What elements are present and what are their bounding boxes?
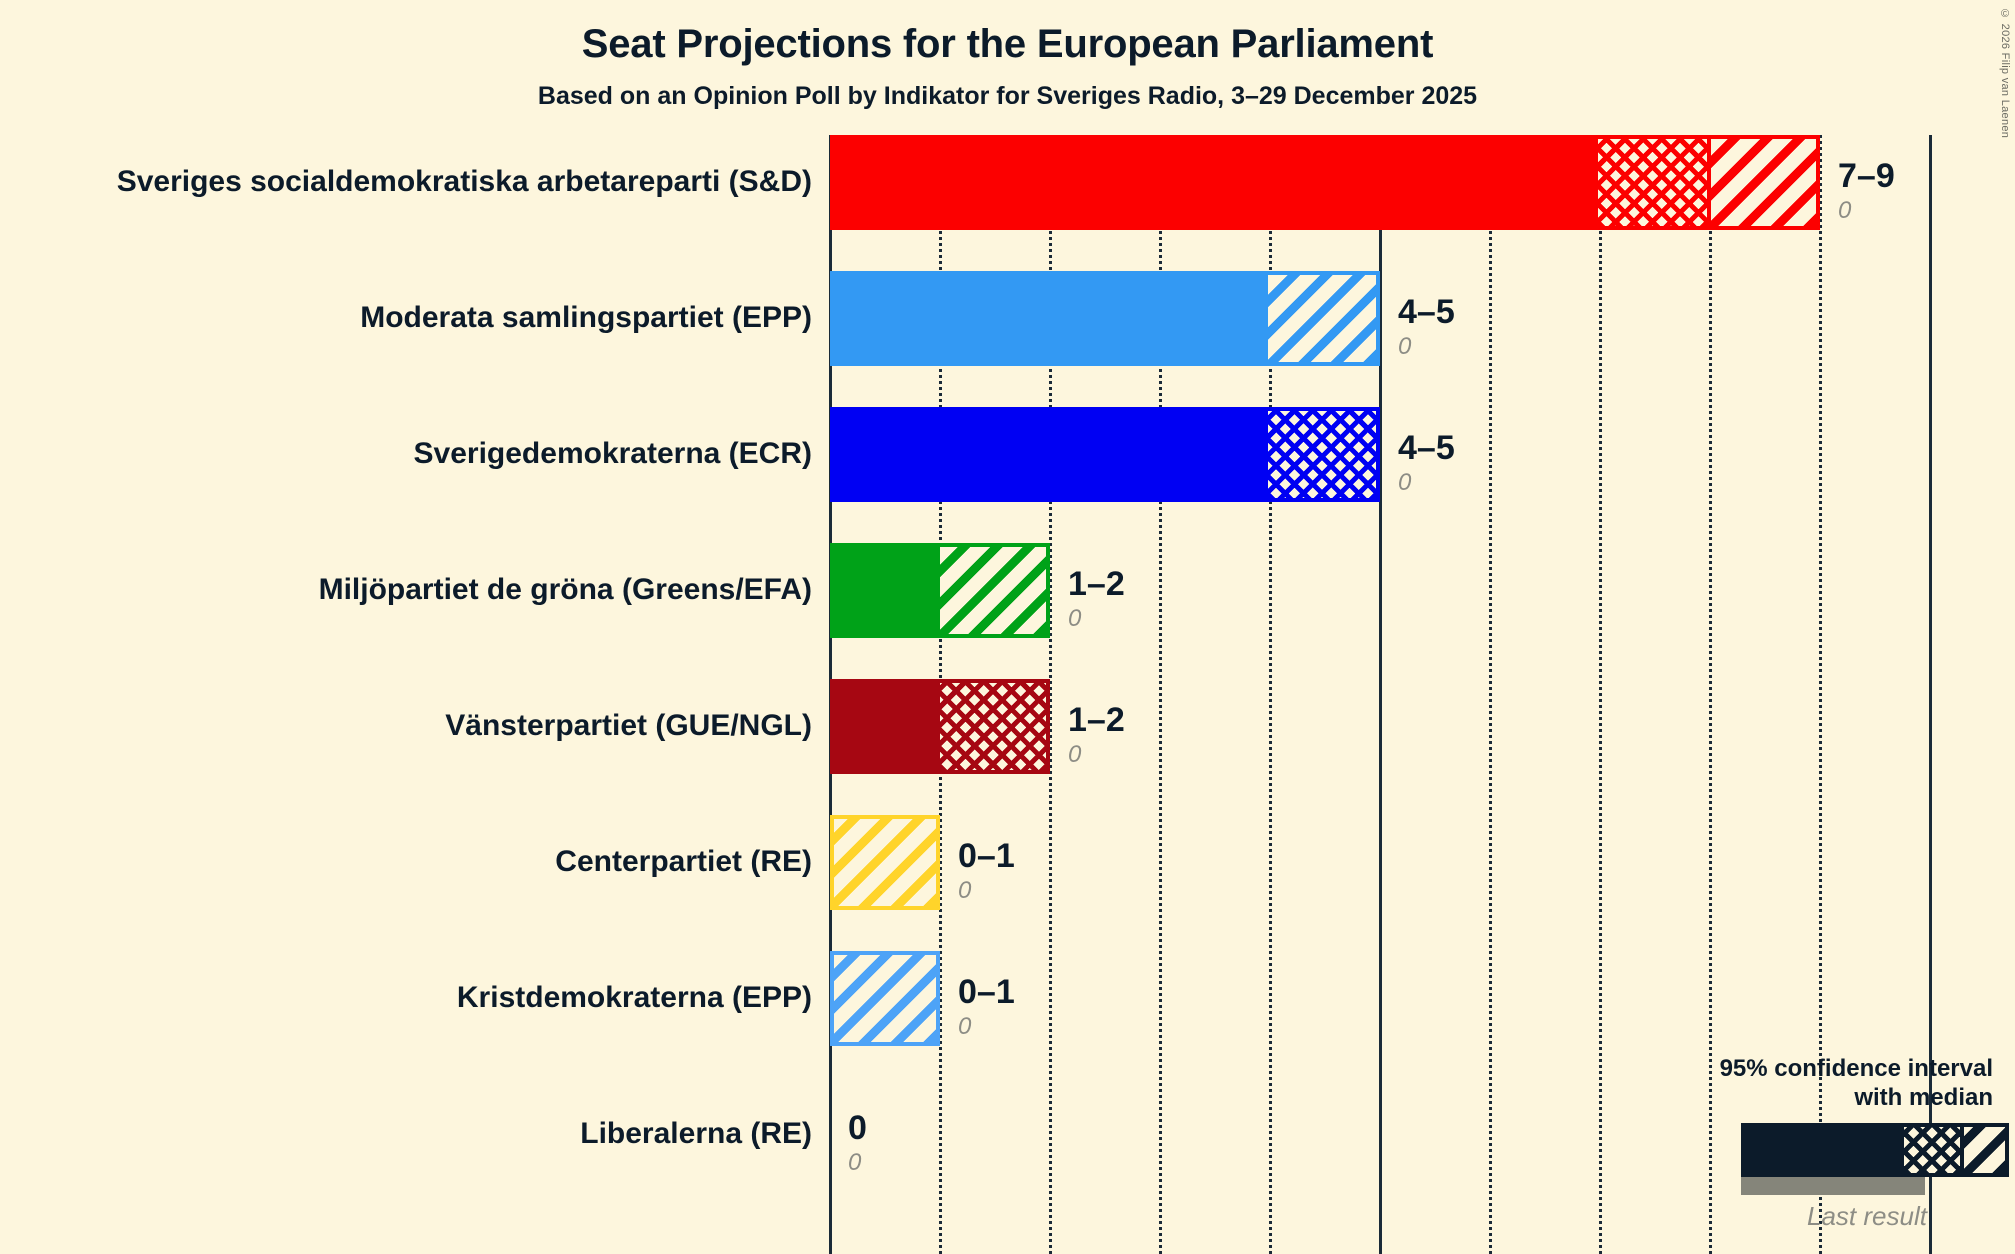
confidence-interval-bar — [830, 271, 1380, 366]
bar-segment-median — [1597, 139, 1707, 226]
grid-line-3 — [1159, 135, 1162, 1254]
seat-range-label: 7–9 — [1838, 156, 1895, 195]
legend-segment-cross — [1900, 1127, 1961, 1173]
grid-line-6 — [1489, 135, 1492, 1254]
seat-range-label: 4–5 — [1398, 428, 1455, 467]
last-result-value: 0 — [1398, 468, 1412, 496]
bar-segment-solid — [834, 683, 940, 770]
seat-range-label: 0 — [848, 1108, 867, 1147]
bar-segment-upper — [940, 547, 1046, 634]
party-label: Sverigedemokraterna (ECR) — [413, 436, 812, 470]
bar-segment-upper — [834, 819, 936, 906]
party-label: Miljöpartiet de gröna (Greens/EFA) — [318, 572, 812, 606]
last-result-value: 0 — [1838, 196, 1852, 224]
last-result-value: 0 — [848, 1148, 862, 1176]
chart-row: Sveriges socialdemokratiska arbetarepart… — [0, 135, 2015, 230]
bar-segment-upper — [834, 955, 936, 1042]
value-block: 4–5 0 — [1398, 295, 1455, 359]
legend-swatch-bar — [1741, 1123, 2009, 1177]
value-block: 0–1 0 — [958, 975, 1015, 1039]
chart-row: Kristdemokraterna (EPP) 0–1 0 — [0, 951, 2015, 1046]
bar-segment-upper — [1267, 275, 1376, 362]
value-block: 0–1 0 — [958, 839, 1015, 903]
value-block: 1–2 0 — [1068, 703, 1125, 767]
value-block: 1–2 0 — [1068, 567, 1125, 631]
party-label: Liberalerna (RE) — [580, 1116, 812, 1150]
party-label: Centerpartiet (RE) — [555, 844, 812, 878]
last-result-value: 0 — [1068, 604, 1082, 632]
chart-legend: 95% confidence interval with median Last… — [1663, 1055, 2009, 1232]
chart-row: Centerpartiet (RE) 0–1 0 — [0, 815, 2015, 910]
seat-range-label: 0–1 — [958, 972, 1015, 1011]
grid-line-5 — [1379, 135, 1382, 1254]
chart-title: Seat Projections for the European Parlia… — [581, 22, 1434, 66]
party-label: Moderata samlingspartiet (EPP) — [360, 300, 812, 334]
chart-row: Vänsterpartiet (GUE/NGL) 1–2 0 — [0, 679, 2015, 774]
bar-segment-solid — [834, 275, 1268, 362]
confidence-interval-bar — [830, 679, 1050, 774]
grid-line-7 — [1599, 135, 1602, 1254]
last-result-value: 0 — [1068, 740, 1082, 768]
legend-line-1: 95% confidence interval — [1719, 1055, 1993, 1083]
chart-subtitle: Based on an Opinion Poll by Indikator fo… — [537, 82, 1478, 110]
confidence-interval-bar — [830, 951, 940, 1046]
bar-segment-upper — [1706, 139, 1816, 226]
chart-row: Miljöpartiet de gröna (Greens/EFA) 1–2 0 — [0, 543, 2015, 638]
seat-range-label: 4–5 — [1398, 292, 1455, 331]
grid-line-9 — [1819, 135, 1822, 1254]
grid-line-8 — [1709, 135, 1712, 1254]
last-result-value: 0 — [1398, 332, 1412, 360]
bar-segment-solid — [834, 547, 940, 634]
bar-segment-solid — [834, 139, 1598, 226]
seat-range-label: 1–2 — [1068, 700, 1125, 739]
party-label: Sveriges socialdemokratiska arbetarepart… — [116, 164, 812, 198]
grid-line-10 — [1929, 135, 1932, 1254]
chart-row: Liberalerna (RE) 0 0 — [0, 1087, 2015, 1182]
confidence-interval-bar — [830, 135, 1820, 230]
copyright-notice: © 2026 Filip van Laenen — [1999, 8, 2011, 139]
confidence-interval-bar — [830, 407, 1380, 502]
bar-segment-solid — [834, 411, 1268, 498]
value-block: 4–5 0 — [1398, 431, 1455, 495]
seat-range-label: 1–2 — [1068, 564, 1125, 603]
confidence-interval-bar — [830, 543, 1050, 638]
grid-line-2 — [1049, 135, 1052, 1254]
bar-segment-upper — [940, 683, 1046, 770]
grid-line-4 — [1269, 135, 1272, 1254]
legend-segment-hatch — [1960, 1127, 2005, 1173]
legend-last-result-label: Last result — [1807, 1201, 1927, 1231]
last-result-value: 0 — [958, 876, 972, 904]
legend-line-2: with median — [1854, 1084, 1993, 1112]
last-result-value: 0 — [958, 1012, 972, 1040]
party-label: Vänsterpartiet (GUE/NGL) — [445, 708, 812, 742]
legend-segment-solid — [1745, 1127, 1901, 1173]
party-label: Kristdemokraterna (EPP) — [456, 980, 812, 1014]
bar-segment-upper — [1267, 411, 1376, 498]
value-block: 7–9 0 — [1838, 159, 1895, 223]
chart-row: Moderata samlingspartiet (EPP) 4–5 0 — [0, 271, 2015, 366]
chart-row: Sverigedemokraterna (ECR) 4–5 0 — [0, 407, 2015, 502]
seat-range-label: 0–1 — [958, 836, 1015, 875]
legend-last-result-swatch — [1741, 1177, 1925, 1195]
confidence-interval-bar — [830, 815, 940, 910]
